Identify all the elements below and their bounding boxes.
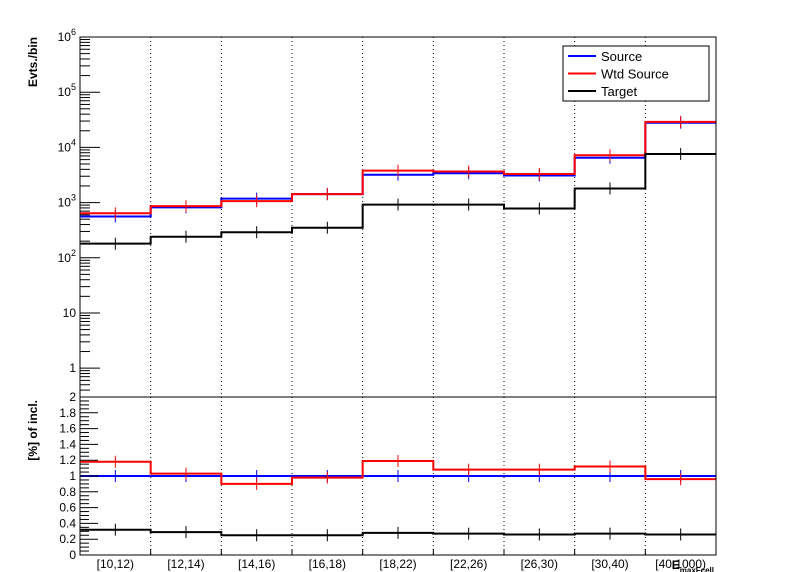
y-tick-label: 106 (58, 27, 76, 44)
bottom-series-target (80, 528, 716, 537)
legend-label: Target (601, 84, 638, 99)
x-tick-label: [40,1000) (655, 557, 706, 571)
x-tick-label: [30,40) (591, 557, 628, 571)
bottom-y-axis: 0 0.2 0.40.6 0.8 1 1.2 1.41.6 1.8 2 (59, 390, 98, 562)
legend: Source Wtd Source Target (562, 45, 710, 102)
y-tick-label: 0 (69, 548, 76, 562)
y-tick-label: 103 (58, 193, 76, 210)
y-tick-label-base: 10 (58, 30, 72, 44)
y-tick-label: 1.6 (59, 422, 76, 436)
x-tick-label: [26,30) (521, 557, 558, 571)
y-tick-label: 10 (63, 306, 77, 320)
x-tick-label: [14,16) (238, 557, 275, 571)
x-tick-label: [22,26) (450, 557, 487, 571)
x-axis-label-sub: maxFcell (680, 566, 714, 572)
y-tick-label-base: 10 (58, 85, 72, 99)
y-tick-label-exponent: 5 (71, 82, 76, 92)
bottom-x-axis: [10,12) [12,14) [14,16) [16,18) [18,22) [22,2… (79, 549, 706, 571)
y-tick-label: 104 (58, 137, 76, 154)
legend-label: Wtd Source (601, 67, 669, 82)
top-series (80, 115, 716, 250)
y-tick-label: 1.8 (59, 406, 76, 420)
y-tick-label: 0.6 (59, 501, 76, 515)
y-tick-label: 0.4 (59, 516, 76, 530)
y-tick-label-exponent: 3 (71, 193, 76, 203)
top-series-target (80, 152, 716, 245)
top-y-axis-label: Evts./bin (26, 37, 40, 87)
bottom-panel: 0 0.2 0.40.6 0.8 1 1.2 1.41.6 1.8 2 [10,12) [12,1… (26, 390, 717, 572)
y-tick-label: 1.4 (59, 437, 76, 451)
bottom-y-axis-label: [%] of incl. (26, 400, 40, 461)
x-axis-label: EmaxFcell (672, 558, 714, 572)
y-tick-label: 105 (58, 82, 76, 99)
y-tick-label: 1.2 (59, 453, 76, 467)
x-tick-label: [18,22) (379, 557, 416, 571)
y-tick-label-exponent: 6 (71, 27, 76, 37)
y-tick-label: 1 (69, 361, 76, 375)
bottom-series-wtd-source (80, 459, 716, 485)
y-tick-label-exponent: 4 (71, 137, 76, 147)
x-tick-label: [16,18) (309, 557, 346, 571)
y-tick-label: 1 (69, 469, 76, 483)
x-tick-label: [10,12) (97, 557, 134, 571)
legend-label: Source (601, 49, 642, 64)
y-tick-label: 0.2 (59, 532, 76, 546)
y-tick-label: 2 (69, 390, 76, 404)
y-tick-label: 102 (58, 248, 76, 265)
y-tick-label-base: 10 (58, 196, 72, 210)
y-tick-label-exponent: 2 (71, 248, 76, 258)
x-tick-label: [12,14) (167, 557, 204, 571)
y-tick-label-base: 10 (58, 140, 72, 154)
y-tick-label: 0.8 (59, 485, 76, 499)
legend-entries: Source Wtd Source Target (568, 49, 669, 99)
bottom-series (80, 454, 716, 542)
y-tick-label-base: 10 (58, 251, 72, 265)
x-axis-label-main: E (672, 558, 680, 572)
